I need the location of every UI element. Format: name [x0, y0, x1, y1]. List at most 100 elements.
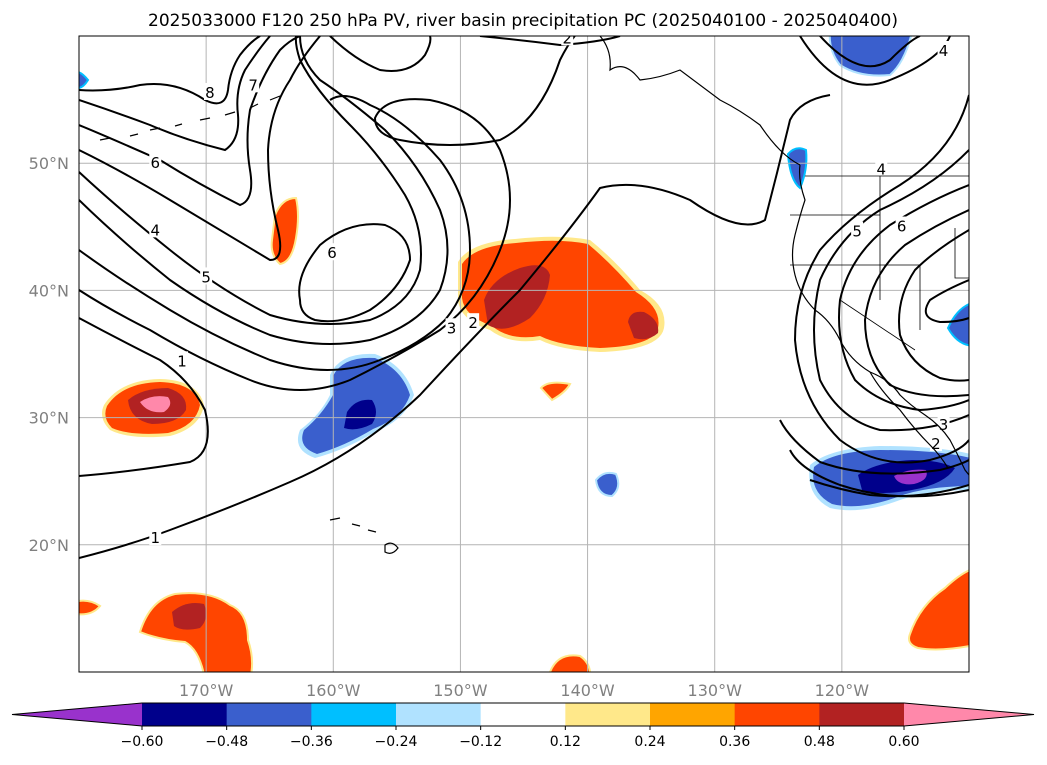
pv-contour-label: 8	[205, 84, 215, 102]
baja-california	[869, 371, 949, 469]
pv-contour-east-6	[863, 209, 969, 398]
lat-tick-label: 50°N	[29, 154, 69, 173]
political-boundaries	[790, 175, 969, 351]
pv-contours	[79, 36, 969, 559]
pv-contour-label: 6	[151, 154, 161, 172]
pv-contour-label-bg	[875, 159, 888, 177]
colorbar-extend-low	[12, 703, 142, 726]
pv-contour-label-bg	[561, 36, 574, 46]
colorbar-tick-label: 0.24	[634, 734, 665, 750]
ocean-background	[79, 36, 969, 672]
colorbar-tick-label: 0.60	[888, 734, 919, 750]
colorbar-segment	[142, 703, 228, 726]
lon-tick-label: 140°W	[560, 681, 615, 700]
pv-contour-label-bg	[467, 313, 480, 331]
colorbar-tick-label: 0.48	[804, 734, 835, 750]
pv-contour-label: 5	[201, 268, 211, 286]
pv-contour-1-west	[79, 317, 209, 477]
pv-contour-label-bg	[851, 221, 864, 239]
pv-contour-6-west	[79, 36, 321, 262]
pv-contour-top-a	[329, 36, 432, 72]
precip-region-tropical-east	[908, 569, 969, 651]
colorbar-segment	[311, 703, 397, 726]
latitude-tick-labels: 20°N 30°N 40°N 50°N	[29, 154, 69, 555]
colorbar-segment	[480, 703, 566, 726]
precip-shading	[79, 36, 969, 672]
north-america-coastline	[791, 164, 969, 476]
pv-contour-label: 6	[327, 244, 337, 262]
pv-contour-4	[79, 36, 449, 345]
pv-contour-5	[79, 36, 422, 325]
pv-contour-east-9	[809, 479, 969, 498]
precip-region-subtropical-negative-core	[344, 399, 376, 430]
precip-region-nw-negative	[79, 71, 90, 90]
colorbar-tick-label: 0.12	[550, 734, 581, 750]
pv-contour-top-b	[479, 36, 621, 47]
colorbar-segment	[396, 703, 482, 726]
colorbar-extend-high	[904, 703, 1034, 726]
pv-contour-east-10	[789, 449, 969, 498]
pv-contour-2	[79, 36, 576, 391]
lon-tick-label: 160°W	[306, 681, 361, 700]
pv-contour-label-bg	[175, 351, 188, 369]
lat-tick-label: 40°N	[29, 281, 69, 300]
lon-tick-label: 170°W	[179, 681, 234, 700]
pv-contour-label-bg	[203, 82, 216, 100]
lat-tick-label: 20°N	[29, 536, 69, 555]
colorbar-tick-label: −0.24	[375, 734, 418, 750]
colorbar-segment	[650, 703, 736, 726]
pv-contour-label-bg	[929, 434, 942, 452]
pv-contour-upper	[79, 36, 261, 105]
precip-region-tropical-west	[138, 592, 254, 672]
precip-region-small-positive	[270, 196, 299, 266]
colorbar-tick-label: −0.12	[459, 734, 502, 750]
pv-contour-label: 2	[468, 314, 478, 332]
pv-contour-label-bg	[445, 318, 458, 336]
pv-contour-label: 7	[248, 76, 258, 94]
pv-contour-label: 5	[852, 223, 862, 241]
lon-tick-label: 130°W	[688, 681, 743, 700]
colorbar-tick-label: −0.48	[205, 734, 248, 750]
pv-contour-label: 2	[562, 29, 572, 47]
precip-region-tropical-far-west	[79, 599, 102, 616]
precip-region-tropical-center	[548, 654, 592, 672]
lon-tick-label: 120°W	[815, 681, 870, 700]
pv-contour-label-bg	[895, 216, 908, 234]
precip-region-central-positive-max2	[628, 311, 659, 340]
pv-contour-label: 3	[939, 416, 949, 434]
lat-tick-label: 30°N	[29, 409, 69, 428]
colorbar: −0.60 −0.48 −0.36 −0.24 −0.12 0.12 0.24 0.36 0.4…	[11, 702, 1035, 750]
alaska-coastline	[599, 36, 801, 166]
pv-contour-label-bg	[200, 267, 213, 285]
pv-contour-east-8	[924, 279, 969, 324]
precip-region-east-negative	[946, 303, 969, 347]
pv-contour-east-1	[819, 36, 921, 68]
pv-contour-label-bg	[149, 220, 162, 238]
longitude-tick-labels: 170°W 160°W 150°W 140°W 130°W 120°W	[179, 681, 869, 700]
pv-contour-label: 4	[939, 42, 949, 60]
precip-region-small-positive-2	[539, 381, 572, 402]
colorbar-segment	[819, 703, 905, 726]
precip-region-central-positive-max	[484, 265, 550, 329]
pv-contour-east-11	[779, 419, 969, 475]
precip-region-pnw-negative	[786, 147, 808, 190]
pv-contour-label: 2	[931, 435, 941, 453]
coastlines	[99, 36, 969, 554]
precip-region-tropical-west-core	[172, 603, 207, 630]
pv-contour-label-bg	[326, 243, 339, 261]
pv-contour-east-7	[898, 229, 969, 382]
colorbar-tick-label: −0.60	[121, 734, 164, 750]
pv-contour-1-south	[79, 94, 831, 559]
colorbar-segment	[226, 703, 312, 726]
state-borders	[790, 176, 969, 351]
hawaii-islands	[329, 517, 399, 554]
map-frame	[78, 35, 970, 673]
precip-region-west-positive-max	[140, 396, 171, 413]
pv-contour-6-ring	[298, 223, 412, 323]
precip-region-canada-negative	[828, 36, 912, 77]
figure-title: 2025033000 F120 250 hPa PV, river basin …	[148, 11, 898, 31]
precip-region-small-negative	[594, 471, 620, 498]
pv-contour-label: 1	[151, 529, 161, 547]
